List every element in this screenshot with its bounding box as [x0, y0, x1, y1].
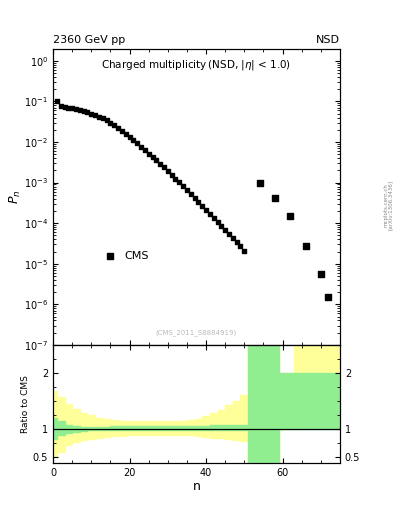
Text: CMS: CMS: [125, 251, 149, 261]
Point: [215, 218, 221, 226]
Point: [77, 106, 83, 114]
Point: [127, 133, 133, 141]
Point: [119, 126, 125, 135]
Point: [257, 179, 263, 187]
Point: [123, 130, 129, 138]
Point: [84, 108, 91, 116]
Point: [100, 114, 106, 122]
Point: [161, 163, 167, 171]
Point: [138, 143, 144, 151]
Point: [69, 104, 75, 112]
Point: [54, 97, 60, 105]
Point: [318, 270, 324, 279]
Point: [203, 206, 209, 214]
Text: NSD: NSD: [316, 35, 340, 45]
Point: [61, 103, 68, 111]
Text: 2360 GeV pp: 2360 GeV pp: [53, 35, 125, 45]
Point: [187, 190, 194, 198]
Point: [96, 113, 102, 121]
Point: [153, 156, 160, 164]
Point: [241, 247, 248, 255]
Point: [218, 222, 224, 230]
Point: [134, 139, 140, 147]
Point: [51, 78, 57, 86]
Point: [287, 212, 293, 220]
Point: [145, 150, 152, 158]
Y-axis label: $P_n$: $P_n$: [7, 189, 23, 204]
Text: Charged multiplicity$\,$(NSD, $|\eta|$ < 1.0): Charged multiplicity$\,$(NSD, $|\eta|$ <…: [101, 57, 292, 72]
Point: [199, 202, 206, 210]
Point: [92, 111, 98, 119]
Point: [107, 119, 114, 127]
Text: [arXiv:1306.3436]: [arXiv:1306.3436]: [388, 180, 393, 230]
Point: [176, 178, 182, 186]
Text: mcplots.cern.ch: mcplots.cern.ch: [383, 183, 388, 227]
Point: [272, 194, 278, 202]
Point: [57, 102, 64, 111]
Point: [111, 121, 118, 129]
Point: [302, 242, 309, 250]
Point: [226, 230, 232, 238]
Point: [115, 124, 121, 132]
Point: [130, 136, 136, 144]
Text: (CMS_2011_S8884919): (CMS_2011_S8884919): [156, 329, 237, 336]
Point: [180, 182, 186, 190]
Point: [211, 214, 217, 222]
Point: [230, 234, 236, 242]
Point: [233, 238, 240, 246]
Y-axis label: Ratio to CMS: Ratio to CMS: [21, 375, 30, 433]
Point: [142, 146, 148, 154]
Point: [195, 198, 202, 206]
Point: [191, 194, 198, 202]
Point: [65, 103, 72, 112]
Point: [73, 105, 79, 113]
Point: [207, 210, 213, 218]
Point: [81, 107, 87, 115]
Point: [172, 175, 178, 183]
Point: [169, 170, 175, 179]
Point: [222, 226, 228, 234]
Point: [88, 110, 94, 118]
Point: [237, 242, 244, 250]
Point: [157, 160, 163, 168]
X-axis label: n: n: [193, 480, 200, 493]
Point: [149, 153, 156, 161]
Point: [103, 116, 110, 124]
Point: [165, 167, 171, 176]
Point: [325, 293, 332, 301]
Point: [184, 186, 190, 194]
